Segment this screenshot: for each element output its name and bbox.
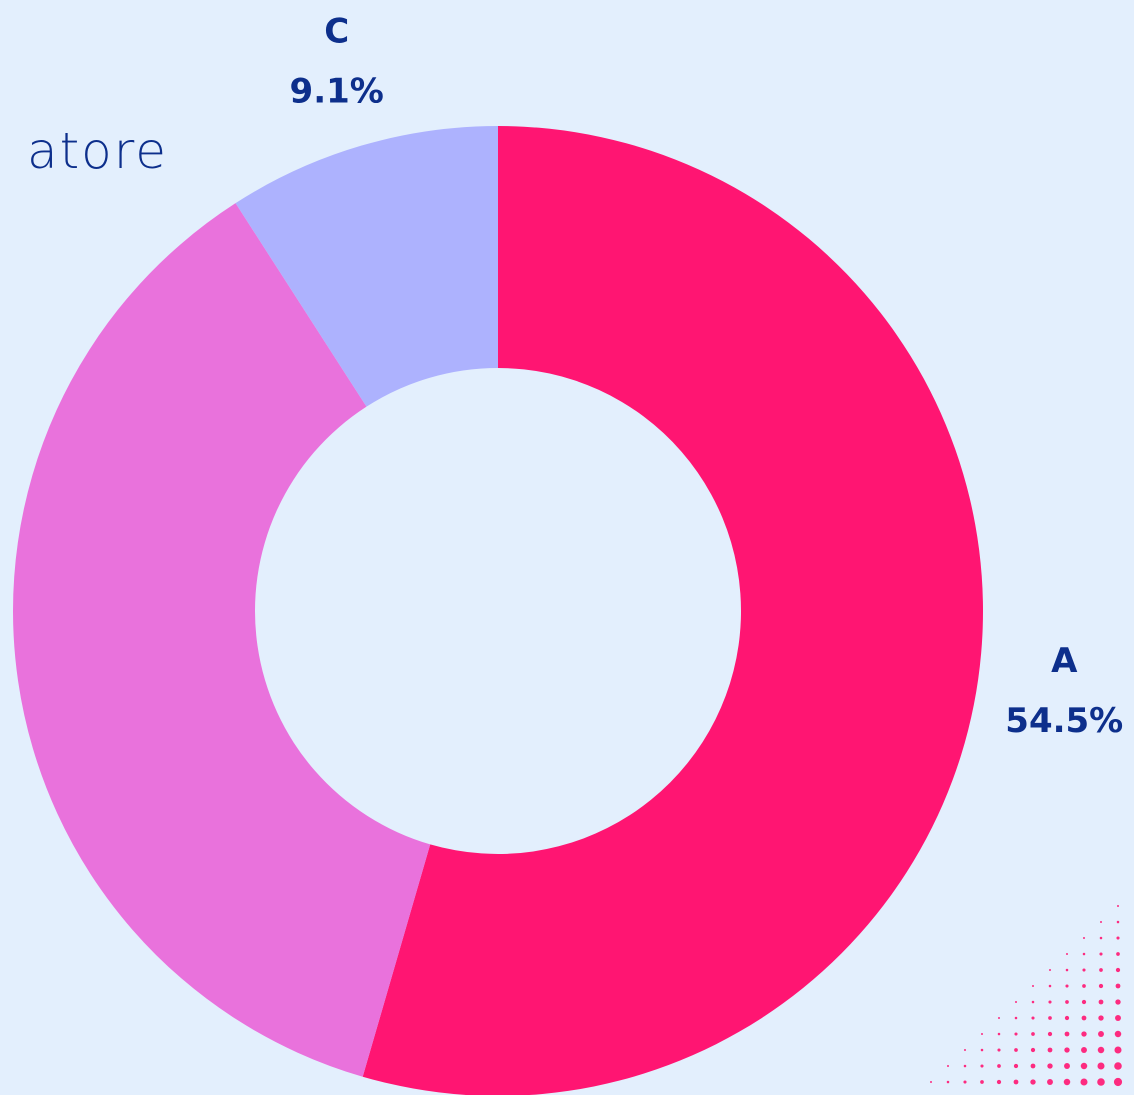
dot: [1047, 1047, 1053, 1053]
dot: [1115, 967, 1121, 973]
dot: [1115, 1015, 1121, 1021]
dot: [1013, 1063, 1019, 1069]
dot: [1064, 1047, 1070, 1053]
category-label: C: [324, 12, 349, 52]
dot: [946, 1080, 950, 1084]
dot: [1015, 1001, 1017, 1003]
dot: [1048, 984, 1052, 988]
dot: [1047, 1079, 1053, 1085]
value-label: 54.5%: [1005, 701, 1123, 741]
dot: [1049, 969, 1051, 971]
dot: [1114, 1030, 1122, 1038]
dot: [1063, 1078, 1071, 1086]
dot: [1082, 984, 1086, 988]
dot: [997, 1048, 1001, 1052]
dot: [1098, 983, 1104, 989]
dot: [1030, 1063, 1036, 1069]
dot: [1099, 968, 1103, 972]
dot: [1030, 1047, 1036, 1053]
dot: [1098, 999, 1104, 1005]
dot: [1114, 1046, 1122, 1054]
dot: [980, 1048, 984, 1052]
dot: [981, 1033, 983, 1035]
dot: [1064, 1031, 1070, 1037]
dot: [997, 1032, 1001, 1036]
dot: [1098, 1015, 1104, 1021]
dot: [1117, 905, 1119, 907]
dot: [1082, 952, 1086, 956]
dot: [1031, 1000, 1035, 1004]
dot: [1080, 1078, 1088, 1086]
dot: [1065, 1000, 1069, 1004]
dot: [1064, 1015, 1070, 1021]
dot: [1047, 1031, 1053, 1037]
decoration: [930, 905, 1123, 1087]
dot: [1115, 999, 1121, 1005]
dot: [947, 1065, 949, 1067]
dot: [980, 1080, 984, 1084]
dot: [1081, 1047, 1087, 1053]
dot: [980, 1064, 984, 1068]
dot: [996, 1079, 1002, 1085]
dot: [1064, 1063, 1070, 1069]
dot: [1115, 983, 1121, 989]
category-label: A: [1051, 641, 1078, 681]
dot: [1014, 1048, 1018, 1052]
dot: [1065, 984, 1069, 988]
dot: [1013, 1079, 1019, 1085]
dot: [1031, 1016, 1035, 1020]
dot: [1116, 920, 1120, 924]
chart-title: atore: [27, 122, 168, 180]
donut-segment: [235, 126, 498, 407]
donut-segment: [12, 203, 431, 1077]
dot: [1081, 1031, 1087, 1037]
dot: [1100, 921, 1102, 923]
dot: [1048, 1000, 1052, 1004]
dot: [1097, 1078, 1105, 1086]
dot: [1081, 1015, 1087, 1021]
dot: [1083, 937, 1085, 939]
dot: [998, 1017, 1000, 1019]
dot: [1048, 1016, 1052, 1020]
dot: [1116, 952, 1120, 956]
dot: [963, 1064, 967, 1068]
dot: [1014, 1032, 1018, 1036]
dot: [1082, 968, 1086, 972]
dot: [1047, 1063, 1053, 1069]
dot: [1098, 1031, 1104, 1037]
dot: [930, 1081, 932, 1083]
dot: [1113, 1077, 1123, 1087]
dot: [1097, 1046, 1105, 1054]
dot: [1031, 1032, 1035, 1036]
value-label: 9.1%: [290, 72, 384, 112]
dot: [1014, 1016, 1018, 1020]
dot: [963, 1080, 967, 1084]
dot: [1080, 1062, 1088, 1070]
dot: [1066, 953, 1068, 955]
dot: [1030, 1079, 1036, 1085]
dot: [1114, 1062, 1122, 1070]
dot: [1099, 936, 1103, 940]
dot: [1097, 1062, 1105, 1070]
dot: [1065, 968, 1069, 972]
dot: [1099, 952, 1103, 956]
dot: [1032, 985, 1034, 987]
donut-segment: [362, 126, 983, 1095]
dot: [964, 1049, 966, 1051]
dot: [1081, 999, 1087, 1005]
dot: [1116, 936, 1120, 940]
dot: [997, 1064, 1001, 1068]
